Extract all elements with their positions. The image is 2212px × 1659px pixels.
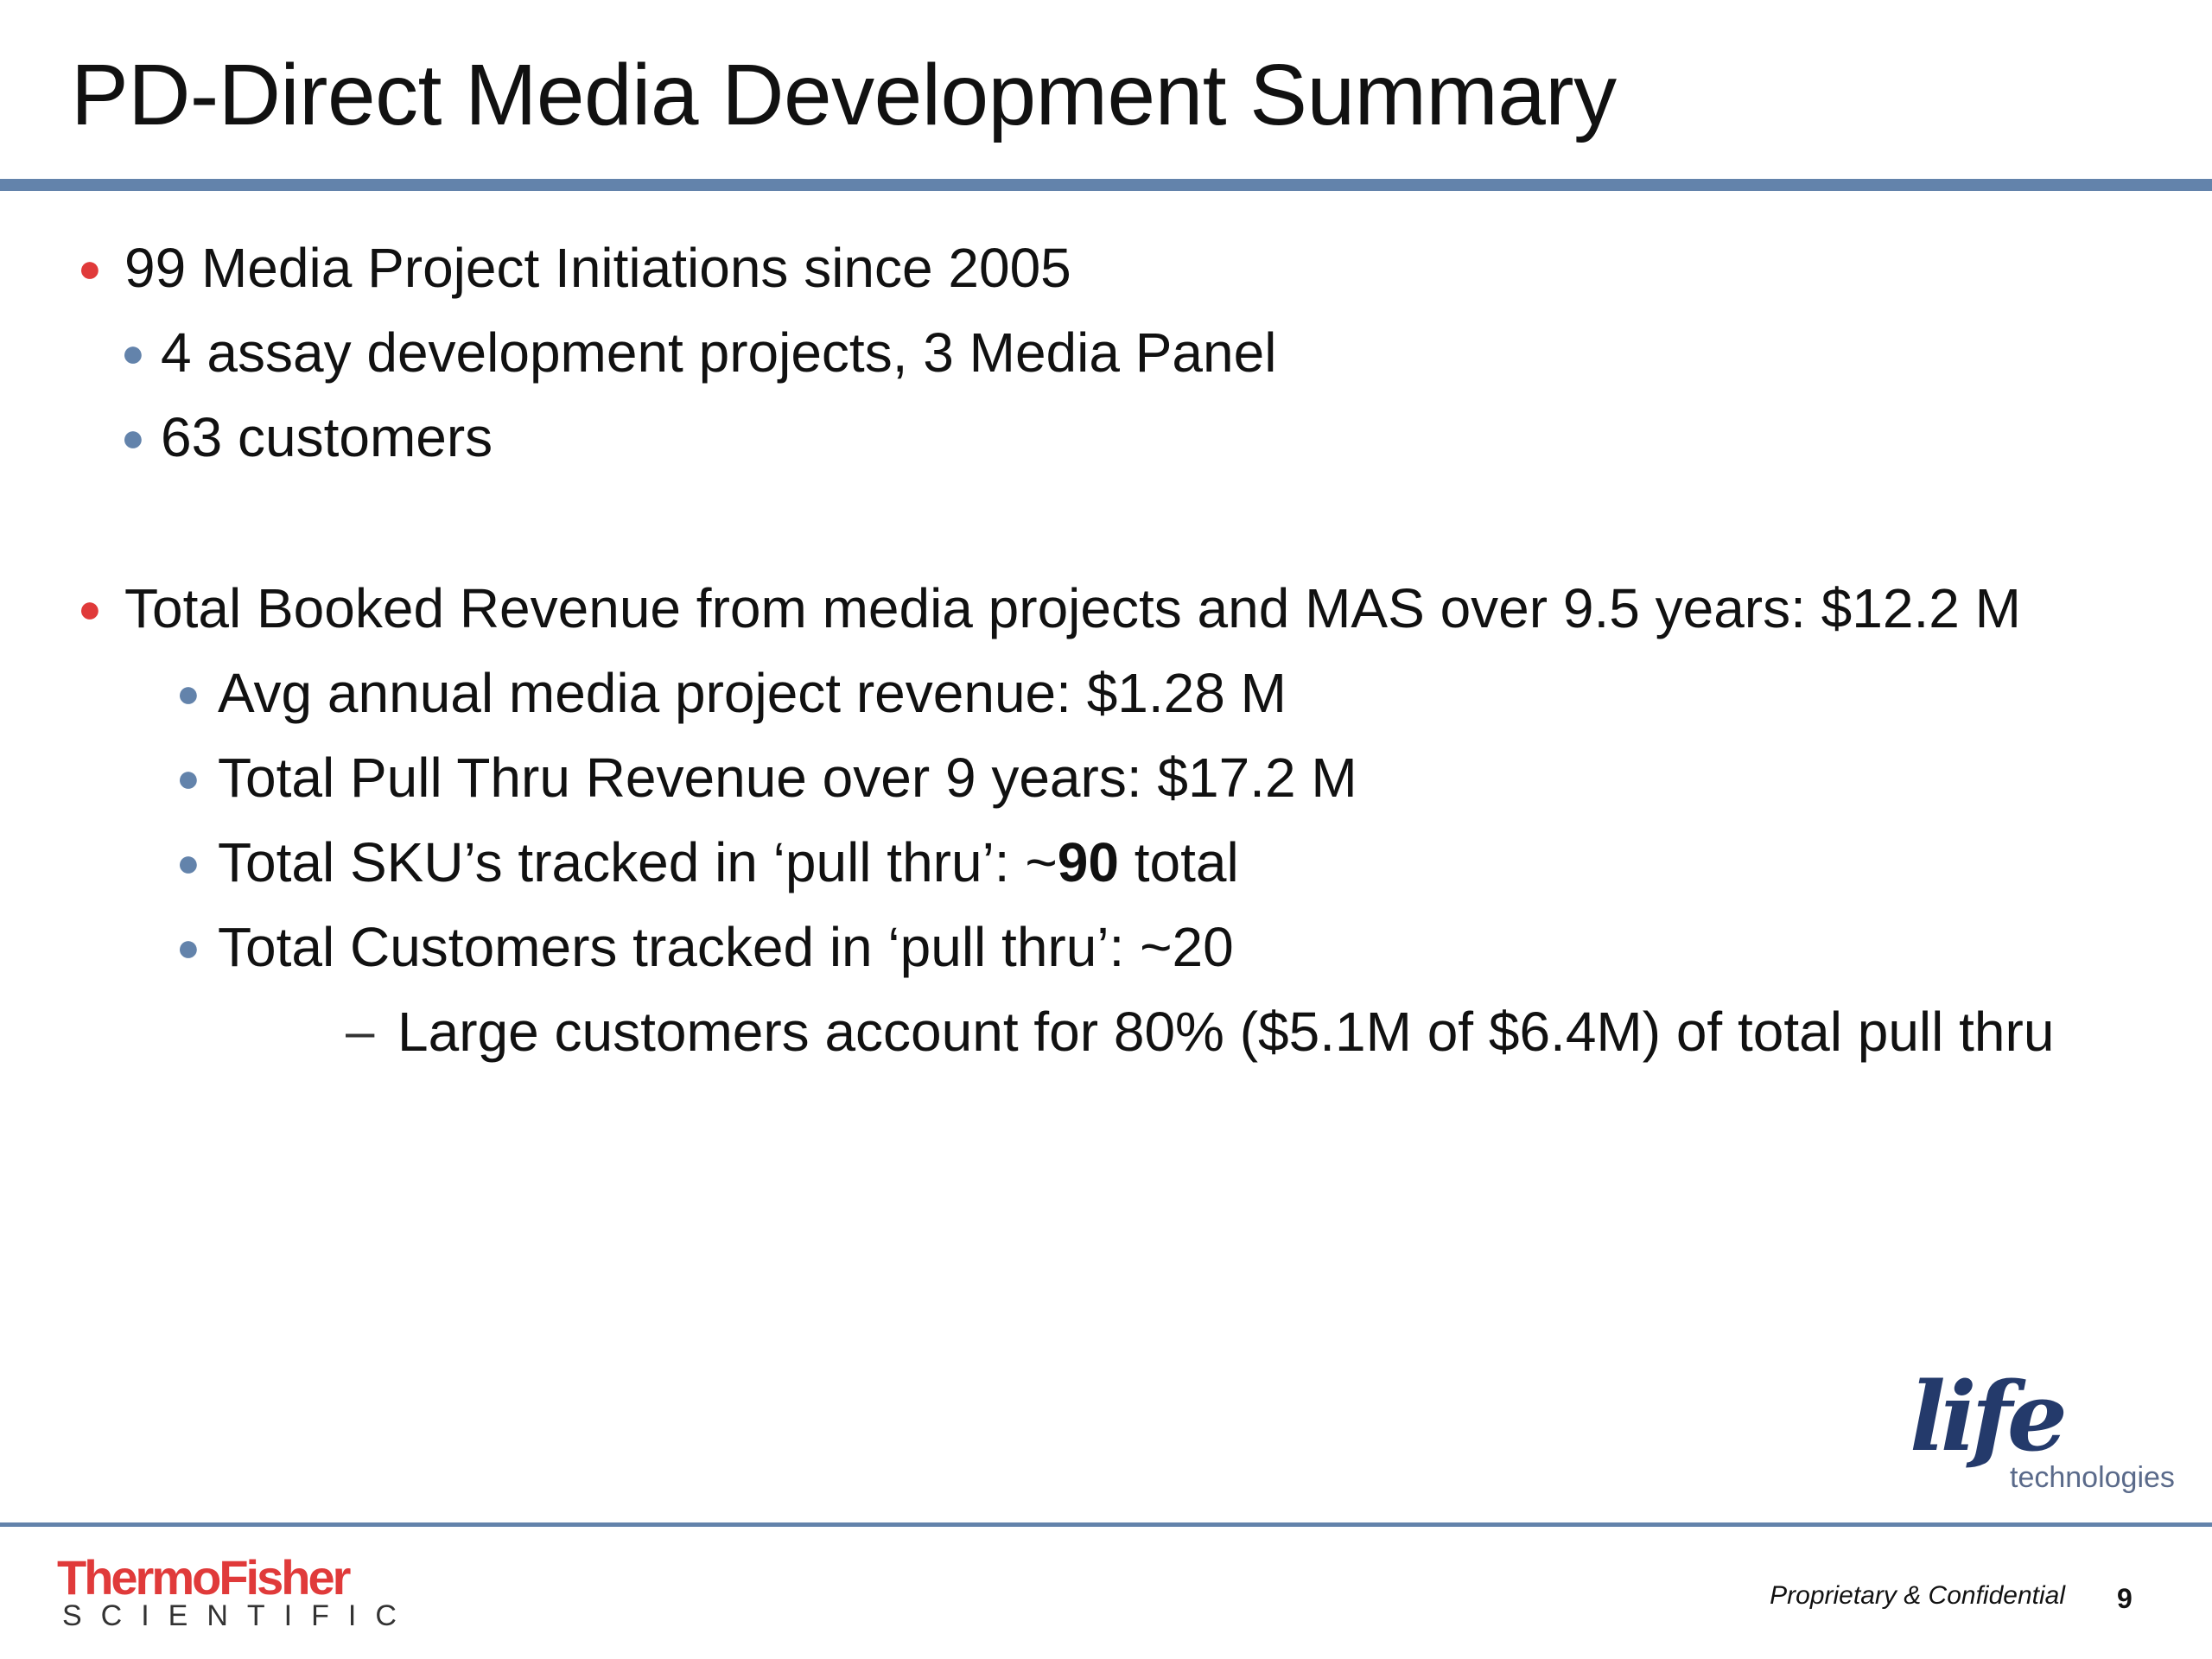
bullet-level3: Total SKU’s tracked in ‘pull thru’: ~90 … [218,828,1239,897]
bullet-dot-blue-icon: ● [176,925,200,969]
bullet-dot-blue-icon: ● [176,840,200,885]
page-number: 9 [2117,1583,2133,1614]
bullet-level1: Total Booked Revenue from media projects… [124,577,2021,639]
bullet-level3: Avg annual media project revenue: $1.28 … [218,662,1287,724]
bullet-text-suffix: total [1118,831,1239,893]
bullet-level3: Total Customers tracked in ‘pull thru’: … [218,916,1234,978]
thermo-fisher-logo: ThermoFisher SCIENTIFIC [57,1550,397,1638]
bullet-dot-blue-icon: ● [176,671,200,715]
confidentiality-notice: Proprietary & Confidential [1770,1581,2065,1610]
thermo-fisher-logo-wordmark: ThermoFisher [57,1550,351,1605]
bullet-level3: Total Pull Thru Revenue over 9 years: $1… [218,747,1357,809]
en-dash-icon: – [346,1002,375,1060]
footer-divider [0,1522,2212,1527]
bullet-dot-blue-icon: ● [176,755,200,800]
bullet-text-prefix: Total SKU’s tracked in ‘pull thru’: ~ [218,831,1058,893]
bullet-dot-blue-icon: ● [121,415,145,460]
bullet-dot-red-icon: ● [78,586,102,631]
bullet-level2: 4 assay development projects, 3 Media Pa… [161,321,1277,384]
slide-title: PD-Direct Media Development Summary [71,47,1617,143]
bullet-text-bold-value: 90 [1057,831,1119,893]
life-technologies-logo: life technologies [1910,1361,2175,1503]
bullet-level2: 63 customers [161,406,493,468]
life-logo-word: life [1910,1361,2068,1472]
bullet-dot-blue-icon: ● [121,330,145,375]
thermo-fisher-logo-subtitle: SCIENTIFIC [62,1599,416,1632]
header-divider [0,179,2212,191]
life-logo-subtitle: technologies [2010,1461,2175,1494]
bullet-level4: Large customers account for 80% ($5.1M o… [397,1001,2055,1063]
bullet-dot-red-icon: ● [78,245,102,290]
bullet-level1: 99 Media Project Initiations since 2005 [124,237,1071,299]
